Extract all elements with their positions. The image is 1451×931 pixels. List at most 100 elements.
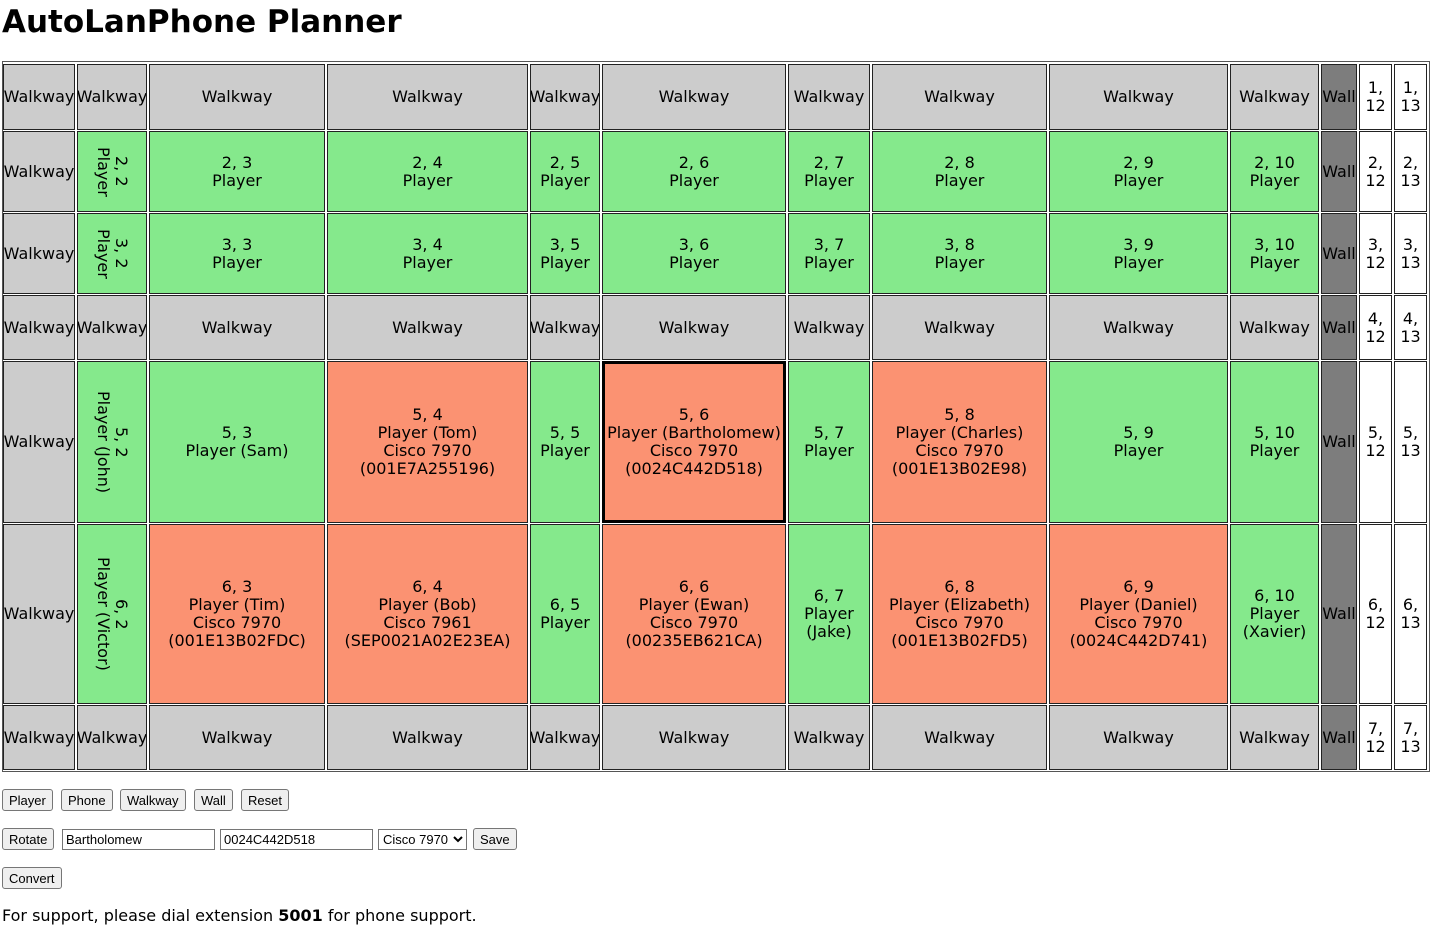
grid-cell-4-10[interactable]: Walkway	[1230, 295, 1319, 360]
grid-cell-1-1[interactable]: Walkway	[3, 64, 75, 130]
grid-cell-4-13[interactable]: 4, 13	[1394, 295, 1427, 360]
grid-cell-5-5[interactable]: 5, 5 Player	[530, 361, 600, 523]
grid-cell-3-1[interactable]: Walkway	[3, 213, 75, 294]
wall-button[interactable]: Wall	[194, 789, 233, 811]
grid-cell-4-12[interactable]: 4, 12	[1359, 295, 1392, 360]
grid-cell-3-9[interactable]: 3, 9 Player	[1049, 213, 1228, 294]
grid-cell-3-6[interactable]: 3, 6 Player	[602, 213, 786, 294]
grid-cell-6-1[interactable]: Walkway	[3, 524, 75, 704]
grid-cell-4-4[interactable]: Walkway	[327, 295, 528, 360]
grid-cell-2-12[interactable]: 2, 12	[1359, 131, 1392, 212]
grid-cell-4-2[interactable]: Walkway	[77, 295, 147, 360]
grid-cell-4-6[interactable]: Walkway	[602, 295, 786, 360]
grid-cell-4-8[interactable]: Walkway	[872, 295, 1047, 360]
grid-cell-5-3[interactable]: 5, 3 Player (Sam)	[149, 361, 325, 523]
grid-cell-6-11[interactable]: Wall	[1321, 524, 1357, 704]
grid-cell-6-5[interactable]: 6, 5 Player	[530, 524, 600, 704]
grid-cell-1-5[interactable]: Walkway	[530, 64, 600, 130]
grid-cell-5-4[interactable]: 5, 4 Player (Tom) Cisco 7970 (001E7A2551…	[327, 361, 528, 523]
grid-cell-1-10[interactable]: Walkway	[1230, 64, 1319, 130]
walkway-button[interactable]: Walkway	[120, 789, 186, 811]
grid-cell-2-2[interactable]: 2, 2 Player	[77, 131, 147, 212]
grid-cell-3-2[interactable]: 3, 2 Player	[77, 213, 147, 294]
grid-cell-7-12[interactable]: 7, 12	[1359, 705, 1392, 770]
mac-address-input[interactable]	[220, 829, 373, 850]
grid-cell-1-11[interactable]: Wall	[1321, 64, 1357, 130]
phone-model-select[interactable]: Cisco 7970	[378, 829, 467, 850]
grid-cell-7-6[interactable]: Walkway	[602, 705, 786, 770]
grid-cell-5-6[interactable]: 5, 6 Player (Bartholomew) Cisco 7970 (00…	[602, 361, 786, 523]
grid-cell-2-13[interactable]: 2, 13	[1394, 131, 1427, 212]
grid-cell-1-3[interactable]: Walkway	[149, 64, 325, 130]
grid-cell-6-12[interactable]: 6, 12	[1359, 524, 1392, 704]
grid-cell-2-3[interactable]: 2, 3 Player	[149, 131, 325, 212]
grid-cell-2-11[interactable]: Wall	[1321, 131, 1357, 212]
reset-button[interactable]: Reset	[241, 789, 289, 811]
grid-cell-5-1[interactable]: Walkway	[3, 361, 75, 523]
grid-cell-4-9[interactable]: Walkway	[1049, 295, 1228, 360]
grid-cell-3-7[interactable]: 3, 7 Player	[788, 213, 870, 294]
grid-cell-5-8[interactable]: 5, 8 Player (Charles) Cisco 7970 (001E13…	[872, 361, 1047, 523]
grid-cell-3-8[interactable]: 3, 8 Player	[872, 213, 1047, 294]
grid-cell-3-5[interactable]: 3, 5 Player	[530, 213, 600, 294]
grid-cell-2-1[interactable]: Walkway	[3, 131, 75, 212]
grid-cell-4-1[interactable]: Walkway	[3, 295, 75, 360]
grid-cell-7-2[interactable]: Walkway	[77, 705, 147, 770]
rotate-button[interactable]: Rotate	[2, 828, 55, 850]
grid-cell-5-2[interactable]: 5, 2 Player (John)	[77, 361, 147, 523]
grid-cell-6-10[interactable]: 6, 10 Player (Xavier)	[1230, 524, 1319, 704]
grid-cell-5-10[interactable]: 5, 10 Player	[1230, 361, 1319, 523]
grid-cell-1-2[interactable]: Walkway	[77, 64, 147, 130]
grid-cell-6-6[interactable]: 6, 6 Player (Ewan) Cisco 7970 (00235EB62…	[602, 524, 786, 704]
grid-cell-3-3[interactable]: 3, 3 Player	[149, 213, 325, 294]
grid-cell-5-12[interactable]: 5, 12	[1359, 361, 1392, 523]
grid-cell-5-13[interactable]: 5, 13	[1394, 361, 1427, 523]
grid-cell-3-13[interactable]: 3, 13	[1394, 213, 1427, 294]
grid-cell-6-3[interactable]: 6, 3 Player (Tim) Cisco 7970 (001E13B02F…	[149, 524, 325, 704]
player-name-input[interactable]	[62, 829, 215, 850]
grid-cell-7-5[interactable]: Walkway	[530, 705, 600, 770]
grid-cell-1-4[interactable]: Walkway	[327, 64, 528, 130]
grid-cell-1-12[interactable]: 1, 12	[1359, 64, 1392, 130]
save-button[interactable]: Save	[473, 828, 517, 850]
grid-cell-7-1[interactable]: Walkway	[3, 705, 75, 770]
phone-button[interactable]: Phone	[61, 789, 113, 811]
grid-cell-1-13[interactable]: 1, 13	[1394, 64, 1427, 130]
grid-cell-1-7[interactable]: Walkway	[788, 64, 870, 130]
grid-cell-1-8[interactable]: Walkway	[872, 64, 1047, 130]
grid-cell-3-12[interactable]: 3, 12	[1359, 213, 1392, 294]
grid-cell-6-8[interactable]: 6, 8 Player (Elizabeth) Cisco 7970 (001E…	[872, 524, 1047, 704]
grid-cell-5-11[interactable]: Wall	[1321, 361, 1357, 523]
grid-cell-3-4[interactable]: 3, 4 Player	[327, 213, 528, 294]
grid-cell-7-3[interactable]: Walkway	[149, 705, 325, 770]
grid-cell-6-13[interactable]: 6, 13	[1394, 524, 1427, 704]
grid-cell-2-9[interactable]: 2, 9 Player	[1049, 131, 1228, 212]
grid-cell-6-4[interactable]: 6, 4 Player (Bob) Cisco 7961 (SEP0021A02…	[327, 524, 528, 704]
grid-cell-4-7[interactable]: Walkway	[788, 295, 870, 360]
grid-cell-2-5[interactable]: 2, 5 Player	[530, 131, 600, 212]
grid-cell-7-10[interactable]: Walkway	[1230, 705, 1319, 770]
grid-cell-4-11[interactable]: Wall	[1321, 295, 1357, 360]
grid-cell-7-9[interactable]: Walkway	[1049, 705, 1228, 770]
convert-button[interactable]: Convert	[2, 867, 62, 889]
grid-cell-6-9[interactable]: 6, 9 Player (Daniel) Cisco 7970 (0024C44…	[1049, 524, 1228, 704]
grid-cell-6-2[interactable]: 6, 2 Player (Victor)	[77, 524, 147, 704]
grid-cell-4-5[interactable]: Walkway	[530, 295, 600, 360]
grid-cell-2-4[interactable]: 2, 4 Player	[327, 131, 528, 212]
grid-cell-7-13[interactable]: 7, 13	[1394, 705, 1427, 770]
grid-cell-7-8[interactable]: Walkway	[872, 705, 1047, 770]
grid-cell-1-9[interactable]: Walkway	[1049, 64, 1228, 130]
player-button[interactable]: Player	[2, 789, 53, 811]
grid-cell-7-11[interactable]: Wall	[1321, 705, 1357, 770]
grid-cell-3-11[interactable]: Wall	[1321, 213, 1357, 294]
grid-cell-1-6[interactable]: Walkway	[602, 64, 786, 130]
grid-cell-6-7[interactable]: 6, 7 Player (Jake)	[788, 524, 870, 704]
grid-cell-3-10[interactable]: 3, 10 Player	[1230, 213, 1319, 294]
grid-cell-5-9[interactable]: 5, 9 Player	[1049, 361, 1228, 523]
grid-cell-2-8[interactable]: 2, 8 Player	[872, 131, 1047, 212]
grid-cell-7-7[interactable]: Walkway	[788, 705, 870, 770]
grid-cell-2-10[interactable]: 2, 10 Player	[1230, 131, 1319, 212]
grid-cell-2-6[interactable]: 2, 6 Player	[602, 131, 786, 212]
grid-cell-7-4[interactable]: Walkway	[327, 705, 528, 770]
grid-cell-2-7[interactable]: 2, 7 Player	[788, 131, 870, 212]
